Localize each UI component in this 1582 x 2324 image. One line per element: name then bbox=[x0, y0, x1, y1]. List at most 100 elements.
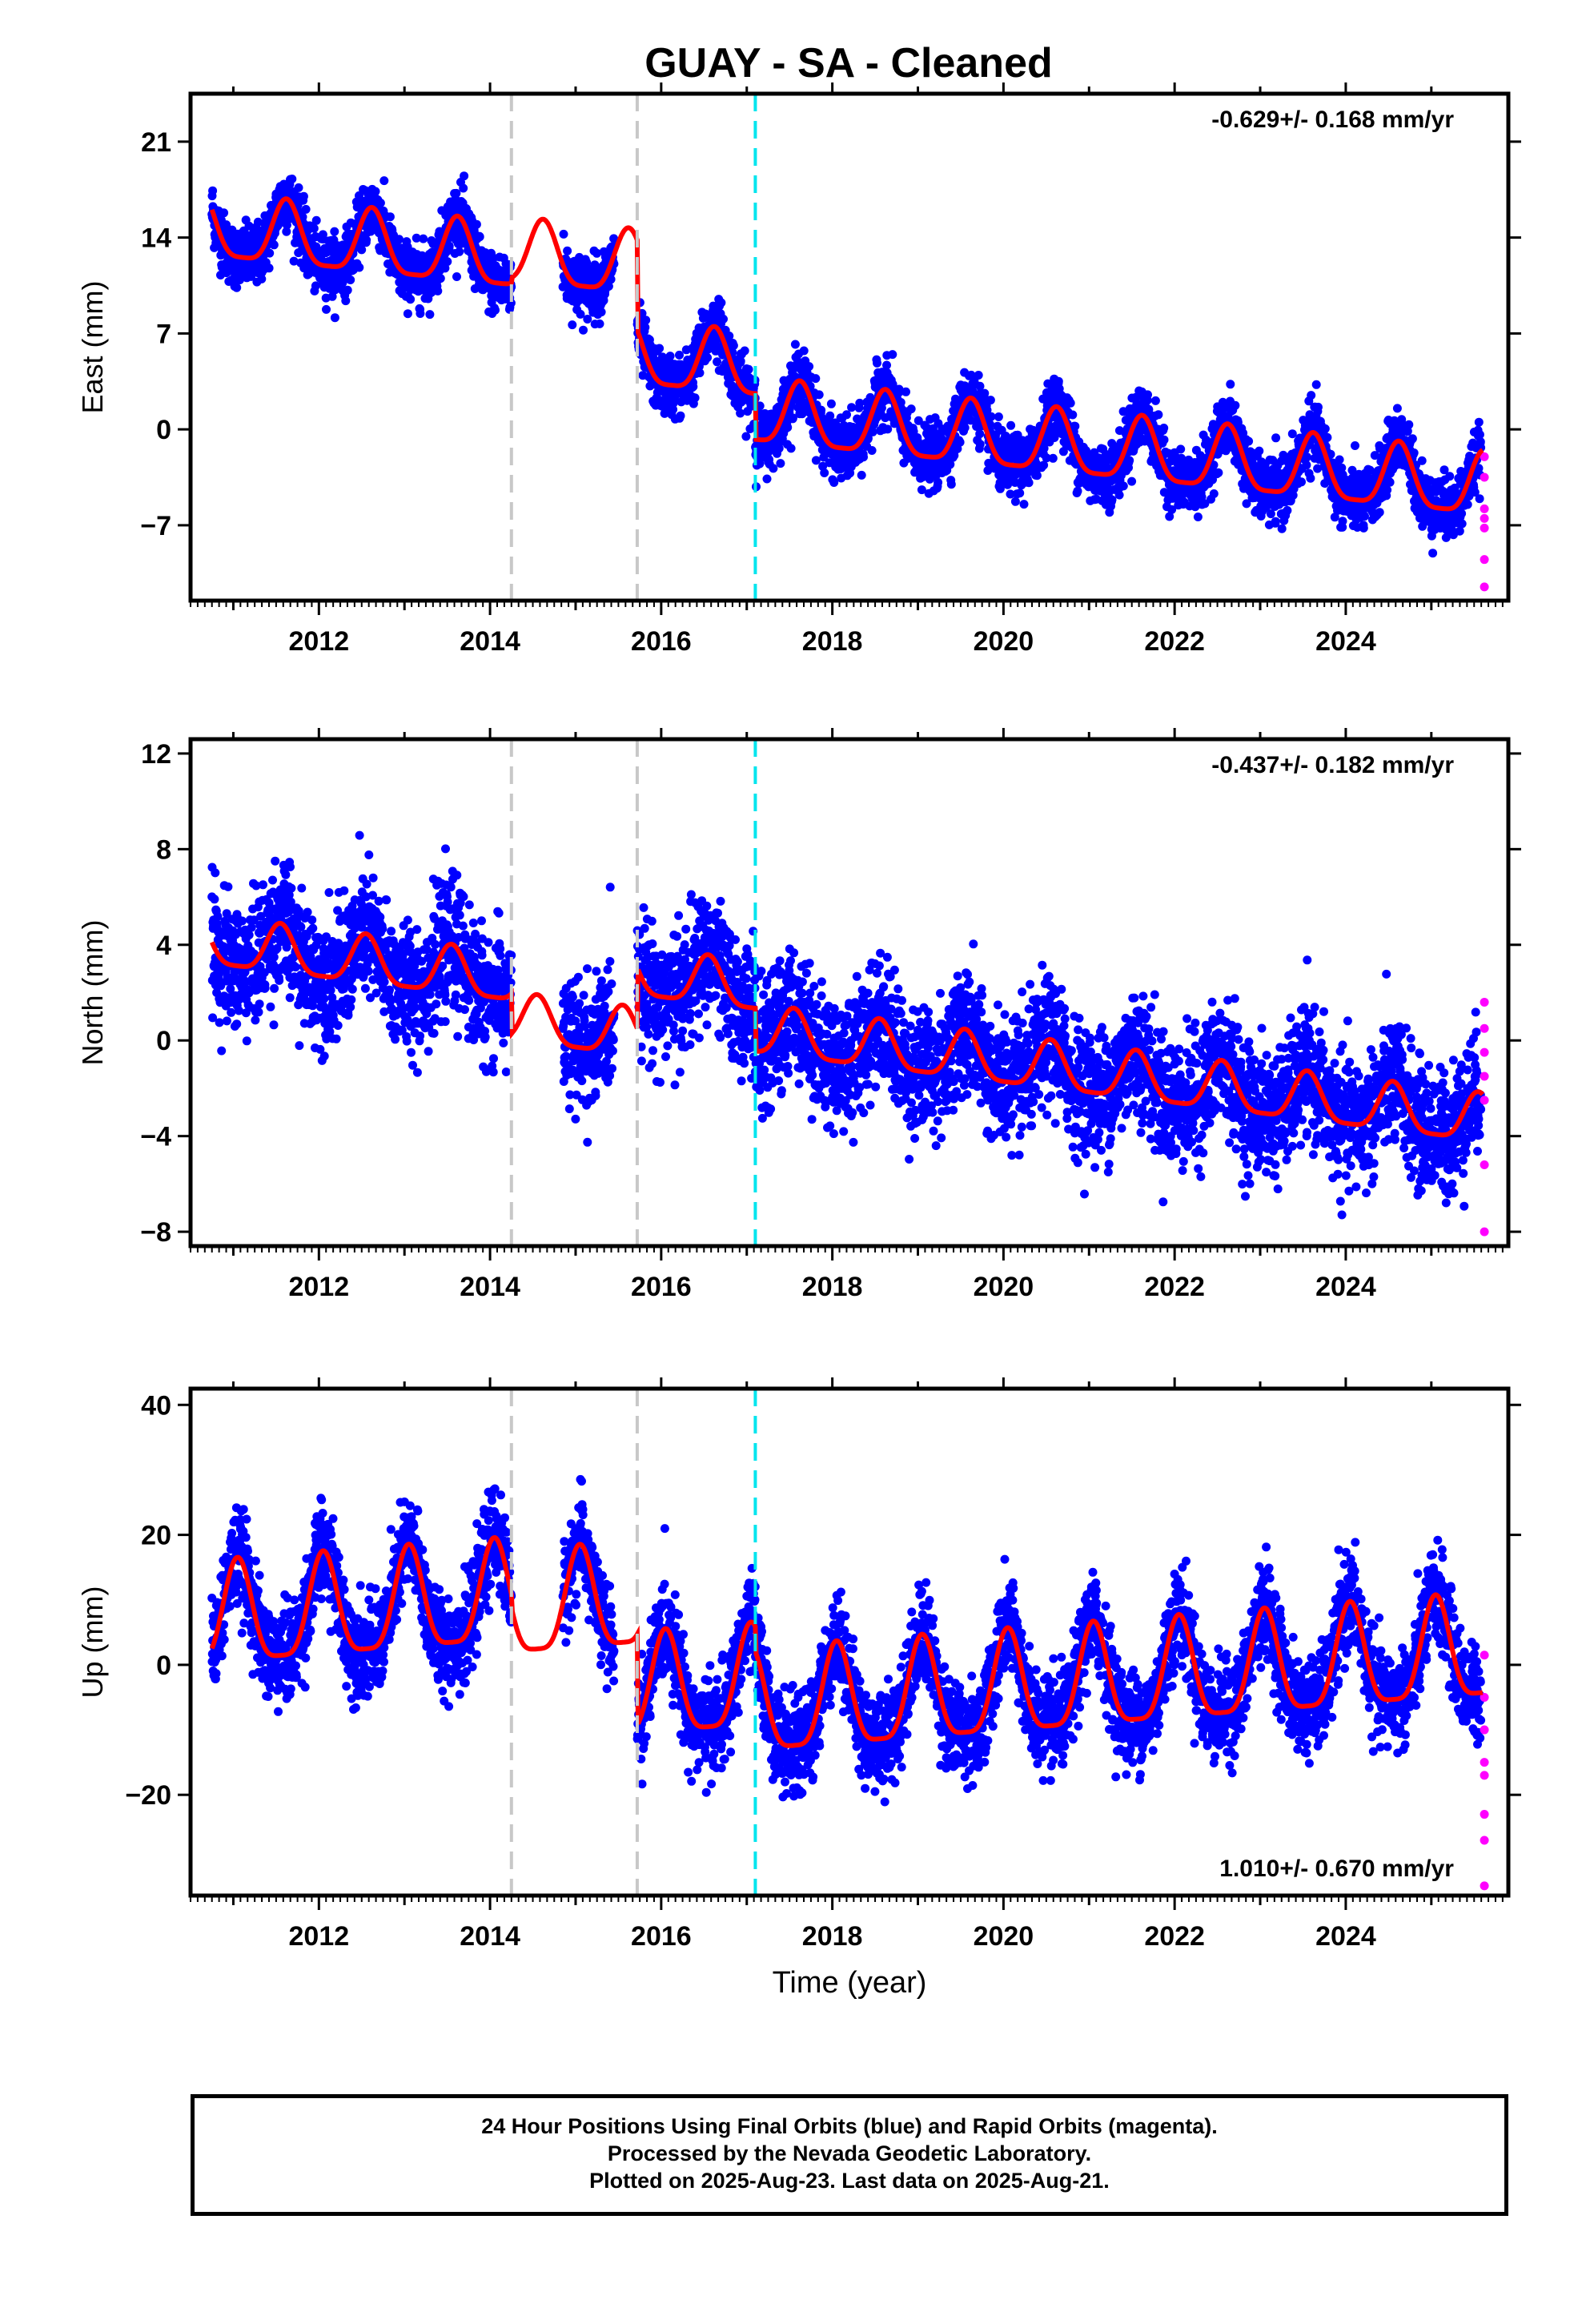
final-orbit-point bbox=[459, 183, 468, 193]
final-orbit-point bbox=[362, 235, 371, 245]
final-orbit-point bbox=[346, 275, 355, 284]
final-orbit-point bbox=[974, 371, 983, 380]
final-orbit-point bbox=[689, 382, 698, 392]
final-orbit-point bbox=[444, 241, 454, 251]
final-orbit-point bbox=[1417, 456, 1427, 465]
final-orbit-point bbox=[1360, 512, 1369, 521]
final-orbit-point bbox=[883, 424, 893, 434]
final-orbit-point bbox=[675, 350, 684, 360]
final-orbit-point bbox=[579, 325, 588, 335]
final-orbit-point bbox=[744, 364, 753, 374]
final-orbit-point bbox=[282, 227, 291, 236]
final-orbit-point bbox=[595, 319, 604, 328]
final-orbit-point bbox=[322, 304, 331, 314]
final-orbit-point bbox=[419, 234, 428, 243]
final-orbit-point bbox=[1407, 434, 1417, 444]
final-orbit-point bbox=[1271, 433, 1281, 443]
final-orbit-point bbox=[311, 281, 320, 291]
final-orbit-point bbox=[820, 468, 829, 477]
final-orbit-point bbox=[817, 405, 826, 415]
final-orbit-point bbox=[330, 227, 339, 236]
final-orbit-point bbox=[330, 313, 339, 323]
final-orbit-point bbox=[1314, 402, 1323, 412]
final-orbit-point bbox=[1359, 523, 1368, 533]
final-orbit-point bbox=[1143, 390, 1152, 400]
final-orbit-point bbox=[1306, 473, 1315, 483]
final-orbit-point bbox=[433, 286, 443, 296]
final-orbit-point bbox=[475, 232, 484, 242]
final-orbit-point bbox=[1271, 517, 1280, 526]
final-orbit-point bbox=[343, 285, 352, 295]
final-orbit-point bbox=[1404, 420, 1414, 429]
final-orbit-point bbox=[986, 412, 996, 421]
final-orbit-point bbox=[1015, 489, 1025, 498]
final-orbit-point bbox=[1409, 448, 1419, 457]
final-orbit-point bbox=[456, 239, 466, 248]
final-orbit-point bbox=[1320, 424, 1330, 433]
final-orbit-point bbox=[811, 374, 821, 384]
final-orbit-point bbox=[1125, 456, 1134, 465]
final-orbit-point bbox=[1303, 452, 1311, 462]
final-orbit-point bbox=[1323, 432, 1332, 442]
final-orbit-point bbox=[901, 387, 910, 396]
final-orbit-point bbox=[1070, 421, 1080, 431]
final-orbit-point bbox=[986, 396, 995, 405]
final-orbit-point bbox=[769, 464, 778, 473]
final-orbit-point bbox=[703, 353, 713, 363]
final-orbit-point bbox=[847, 403, 857, 412]
final-orbit-point bbox=[790, 340, 800, 349]
final-orbit-point bbox=[1385, 477, 1395, 487]
final-orbit-point bbox=[1066, 398, 1075, 408]
final-orbit-point bbox=[294, 183, 303, 192]
final-orbit-point bbox=[583, 315, 592, 324]
final-orbit-point bbox=[596, 308, 606, 317]
final-orbit-point bbox=[1244, 436, 1254, 446]
final-orbit-point bbox=[859, 452, 868, 462]
final-orbit-point bbox=[436, 274, 445, 283]
final-orbit-point bbox=[1392, 404, 1402, 413]
final-orbit-point bbox=[309, 223, 319, 233]
final-orbit-point bbox=[1307, 391, 1316, 400]
final-orbit-point bbox=[729, 341, 738, 350]
final-orbit-point bbox=[1010, 497, 1020, 506]
final-orbit-point bbox=[1297, 477, 1306, 487]
final-orbit-point bbox=[341, 296, 351, 306]
final-orbit-point bbox=[1338, 517, 1347, 526]
final-orbit-point bbox=[811, 456, 821, 465]
final-orbit-point bbox=[452, 272, 461, 281]
final-orbit-point bbox=[1209, 489, 1219, 498]
final-orbit-point bbox=[1159, 435, 1169, 444]
final-orbit-point bbox=[1127, 476, 1137, 486]
final-orbit-point bbox=[826, 399, 836, 408]
final-orbit-point bbox=[1231, 400, 1240, 410]
final-orbit-point bbox=[406, 295, 416, 304]
final-orbit-point bbox=[1428, 549, 1438, 558]
final-orbit-point bbox=[814, 390, 824, 400]
final-orbit-point bbox=[506, 298, 516, 308]
final-orbit-point bbox=[1107, 495, 1117, 505]
final-orbit-point bbox=[1114, 490, 1124, 500]
final-orbit-point bbox=[257, 274, 267, 283]
final-orbit-point bbox=[425, 310, 435, 320]
final-orbit-point bbox=[327, 292, 337, 301]
final-orbit-point bbox=[676, 411, 685, 420]
final-orbit-point bbox=[311, 215, 321, 225]
final-orbit-point bbox=[690, 393, 700, 403]
final-orbit-point bbox=[783, 423, 793, 432]
final-orbit-point bbox=[440, 263, 450, 273]
final-orbit-point bbox=[219, 208, 229, 218]
final-orbit-point bbox=[1311, 380, 1321, 389]
final-orbit-point bbox=[265, 248, 275, 258]
final-orbit-point bbox=[1383, 485, 1392, 495]
final-orbit-point bbox=[264, 263, 274, 273]
final-orbit-point bbox=[357, 245, 367, 255]
final-orbit-point bbox=[244, 221, 254, 231]
final-orbit-point bbox=[1255, 446, 1264, 456]
final-orbit-point bbox=[1159, 424, 1169, 432]
final-orbit-point bbox=[287, 175, 297, 183]
final-orbit-point bbox=[717, 298, 726, 308]
final-orbit-point bbox=[385, 212, 395, 222]
final-orbit-point bbox=[1351, 441, 1359, 450]
final-orbit-point bbox=[805, 362, 814, 372]
final-orbit-point bbox=[568, 320, 577, 330]
